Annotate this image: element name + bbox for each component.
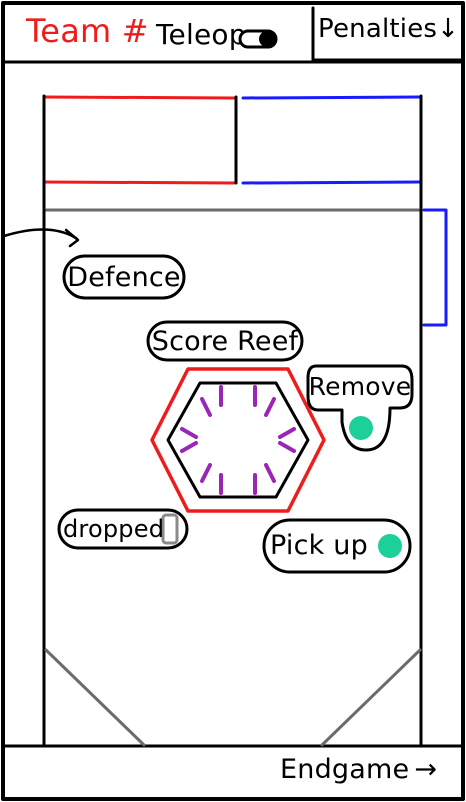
score-reef-label: Score Reef bbox=[151, 325, 299, 357]
reef-branch-mark[interactable] bbox=[200, 463, 212, 483]
reef-branch-mark[interactable] bbox=[180, 427, 198, 439]
remove-button[interactable]: Remove bbox=[306, 362, 414, 454]
reef-branch-mark[interactable] bbox=[200, 397, 212, 417]
reef-branch-mark[interactable] bbox=[264, 463, 276, 483]
pick-up-button[interactable]: Pick up bbox=[262, 518, 412, 574]
endgame-button[interactable]: Endgame → bbox=[280, 754, 460, 794]
penalties-label: Penalties bbox=[318, 14, 438, 44]
reef-branch-mark[interactable] bbox=[264, 397, 276, 417]
remove-indicator-dot bbox=[349, 416, 373, 440]
penalties-button[interactable]: Penalties↓ bbox=[318, 14, 462, 58]
mode-label: Teleop bbox=[156, 18, 247, 51]
remove-label: Remove bbox=[308, 372, 412, 401]
team-number-label[interactable]: Team # bbox=[26, 12, 149, 50]
reef-branch-mark[interactable] bbox=[180, 441, 198, 453]
dropped-toggle[interactable]: dropped bbox=[57, 508, 189, 550]
dropped-label: dropped bbox=[63, 515, 165, 543]
pick-up-indicator-dot bbox=[378, 534, 402, 558]
dropped-checkbox-icon bbox=[161, 513, 179, 545]
mode-toggle[interactable] bbox=[238, 27, 280, 51]
reef-branch-mark[interactable] bbox=[278, 427, 296, 439]
reef-hexagon[interactable] bbox=[148, 365, 328, 515]
defence-button[interactable]: Defence bbox=[62, 254, 186, 300]
defence-label: Defence bbox=[67, 261, 181, 293]
penalties-arrow-icon: ↓ bbox=[437, 14, 460, 44]
reef-branch-mark[interactable] bbox=[278, 441, 296, 453]
score-reef-label-pill: Score Reef bbox=[146, 320, 304, 362]
endgame-arrow-icon: → bbox=[414, 754, 438, 785]
pick-up-label: Pick up bbox=[270, 530, 368, 561]
endgame-label: Endgame bbox=[280, 754, 410, 785]
